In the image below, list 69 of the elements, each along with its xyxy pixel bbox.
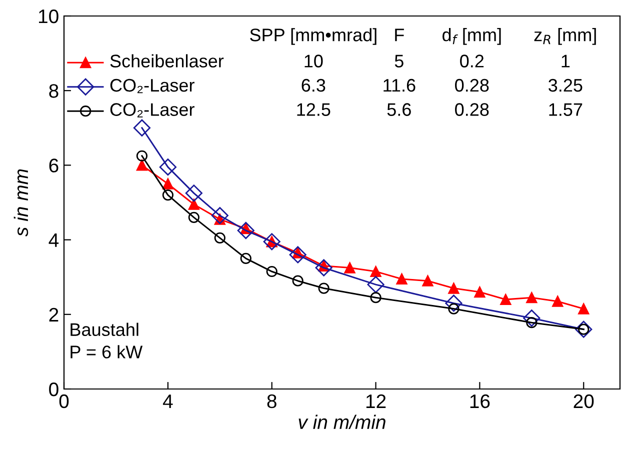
y-tick-label: 0 bbox=[49, 382, 58, 396]
x-tick-label: 4 bbox=[162, 394, 173, 408]
legend-label: CO₂-Laser bbox=[110, 78, 194, 94]
y-tick-label: 10 bbox=[38, 9, 58, 24]
annotation: 0.28 bbox=[455, 103, 489, 116]
point bbox=[289, 246, 306, 264]
annotation: 11.6 bbox=[384, 78, 416, 92]
point bbox=[133, 119, 150, 136]
point bbox=[211, 207, 228, 224]
point bbox=[162, 189, 174, 201]
y-tick-label: 4 bbox=[48, 233, 59, 247]
point bbox=[575, 320, 592, 338]
point bbox=[185, 184, 202, 202]
point bbox=[396, 273, 408, 285]
point bbox=[370, 292, 382, 304]
x-tick-label: 16 bbox=[470, 394, 490, 408]
annotation: 10 bbox=[304, 54, 323, 68]
point bbox=[448, 282, 460, 294]
point bbox=[422, 275, 434, 286]
point bbox=[523, 310, 540, 327]
annotation: 12.5 bbox=[297, 103, 330, 116]
point bbox=[500, 294, 512, 306]
y-tick-label: 2 bbox=[49, 308, 58, 322]
point bbox=[136, 160, 148, 171]
legend-label: Scheibenlaser bbox=[110, 54, 224, 68]
point bbox=[318, 282, 330, 294]
point bbox=[367, 276, 384, 294]
x-axis-title: v in m/min bbox=[298, 414, 386, 430]
annotation: Baustahl bbox=[70, 322, 138, 336]
annotation: 1.57 bbox=[549, 103, 582, 116]
annotation: 5 bbox=[394, 54, 404, 68]
annotation: 1 bbox=[562, 54, 570, 68]
annotation: SPP [mm•mrad] bbox=[250, 28, 376, 45]
point bbox=[240, 252, 252, 264]
annotation: F bbox=[395, 28, 404, 42]
y-tick-label: 6 bbox=[49, 158, 58, 172]
legend-label: CO₂-Laser bbox=[110, 103, 194, 118]
y-tick-label: 8 bbox=[49, 84, 58, 98]
annotation: 0.2 bbox=[460, 54, 484, 68]
x-tick-label: 20 bbox=[574, 394, 594, 408]
point bbox=[263, 233, 280, 250]
annotation: 5.6 bbox=[387, 103, 411, 116]
x-tick-label: 12 bbox=[366, 394, 386, 408]
point bbox=[526, 292, 538, 304]
point bbox=[445, 294, 462, 312]
point bbox=[159, 158, 176, 176]
point bbox=[214, 232, 226, 244]
annotation: 0.28 bbox=[455, 78, 489, 92]
annotation: P = 6 kW bbox=[70, 345, 143, 358]
point bbox=[162, 178, 174, 190]
point bbox=[188, 198, 200, 210]
annotation: z$_{R}$ [mm] bbox=[534, 28, 596, 45]
annotation: 3.25 bbox=[548, 78, 582, 92]
point bbox=[370, 266, 382, 278]
point bbox=[344, 262, 356, 274]
annotation: 6.3 bbox=[302, 78, 326, 92]
x-tick-label: 8 bbox=[267, 394, 276, 408]
point bbox=[315, 259, 332, 276]
point bbox=[552, 296, 564, 307]
point bbox=[266, 266, 278, 278]
point bbox=[136, 150, 148, 162]
point bbox=[292, 275, 304, 286]
y-axis-title: s in mm bbox=[14, 169, 28, 236]
point bbox=[237, 222, 254, 240]
point bbox=[188, 212, 200, 223]
annotation: d$_{f}$ [mm] bbox=[442, 28, 501, 45]
point bbox=[474, 286, 486, 298]
point bbox=[578, 303, 590, 314]
x-tick-label: 0 bbox=[59, 394, 69, 408]
